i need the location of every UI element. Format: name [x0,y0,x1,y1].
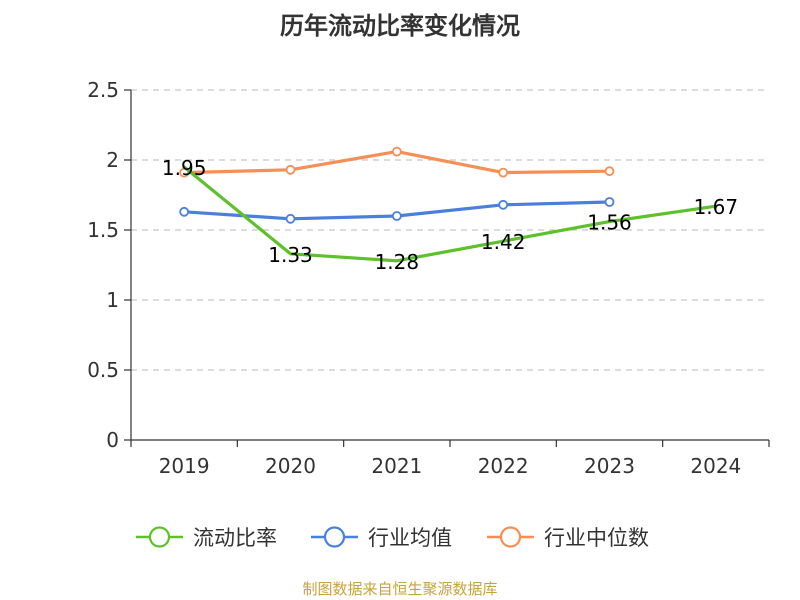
axis-layer: 0 0.5 1 1.5 2 2.5 2019 2020 2021 2022 2023 2024 [87,78,770,478]
y-tick-label: 1.5 [87,218,119,242]
data-point [391,146,402,157]
legend-marker-icon [499,526,522,548]
series-1 [182,165,718,263]
data-label: 1.67 [694,195,739,219]
data-point [498,199,509,210]
series-layer [179,146,718,263]
y-tick-label: 2 [106,148,119,172]
data-point [498,167,509,178]
x-tick-label: 2019 [159,454,210,478]
y-tick-label: 0 [106,428,119,452]
y-tick-label: 1 [106,288,119,312]
data-label: 1.28 [375,250,420,274]
source-note: 制图数据来自恒生聚源数据库 [302,580,497,598]
legend-item[interactable]: 流动比率 [136,526,277,550]
legend-item[interactable]: 行业中位数 [487,526,649,550]
y-tick-label: 2.5 [87,78,119,102]
data-point [179,206,190,217]
x-tick-label: 2020 [265,454,316,478]
grid-layer [131,89,769,371]
data-label: 1.33 [268,243,313,267]
data-label: 1.95 [162,156,207,180]
legend-item[interactable]: 行业均值 [311,526,452,550]
data-label-layer: 1.95 1.33 1.28 1.42 1.56 1.67 [162,156,738,274]
x-tick-label: 2022 [478,454,529,478]
x-tick-label: 2023 [584,454,635,478]
data-point [285,164,296,175]
chart-title: 历年流动比率变化情况 [280,12,520,40]
x-tick-label: 2021 [371,454,422,478]
legend: 流动比率 行业均值 行业中位数 [136,526,649,550]
legend-label: 流动比率 [193,526,277,550]
series-2 [179,197,615,224]
legend-marker-icon [148,526,171,548]
legend-marker-icon [323,526,346,548]
legend-label: 行业中位数 [544,526,649,550]
data-point [604,197,615,207]
series-line [182,165,718,263]
data-label: 1.42 [481,230,526,254]
series-3 [179,146,615,178]
y-tick-label: 0.5 [87,358,119,382]
x-tick-label: 2024 [690,454,741,478]
data-point [391,211,402,221]
data-point [285,213,296,224]
legend-label: 行业均值 [368,526,452,550]
data-point [604,166,615,177]
data-label: 1.56 [587,211,632,235]
